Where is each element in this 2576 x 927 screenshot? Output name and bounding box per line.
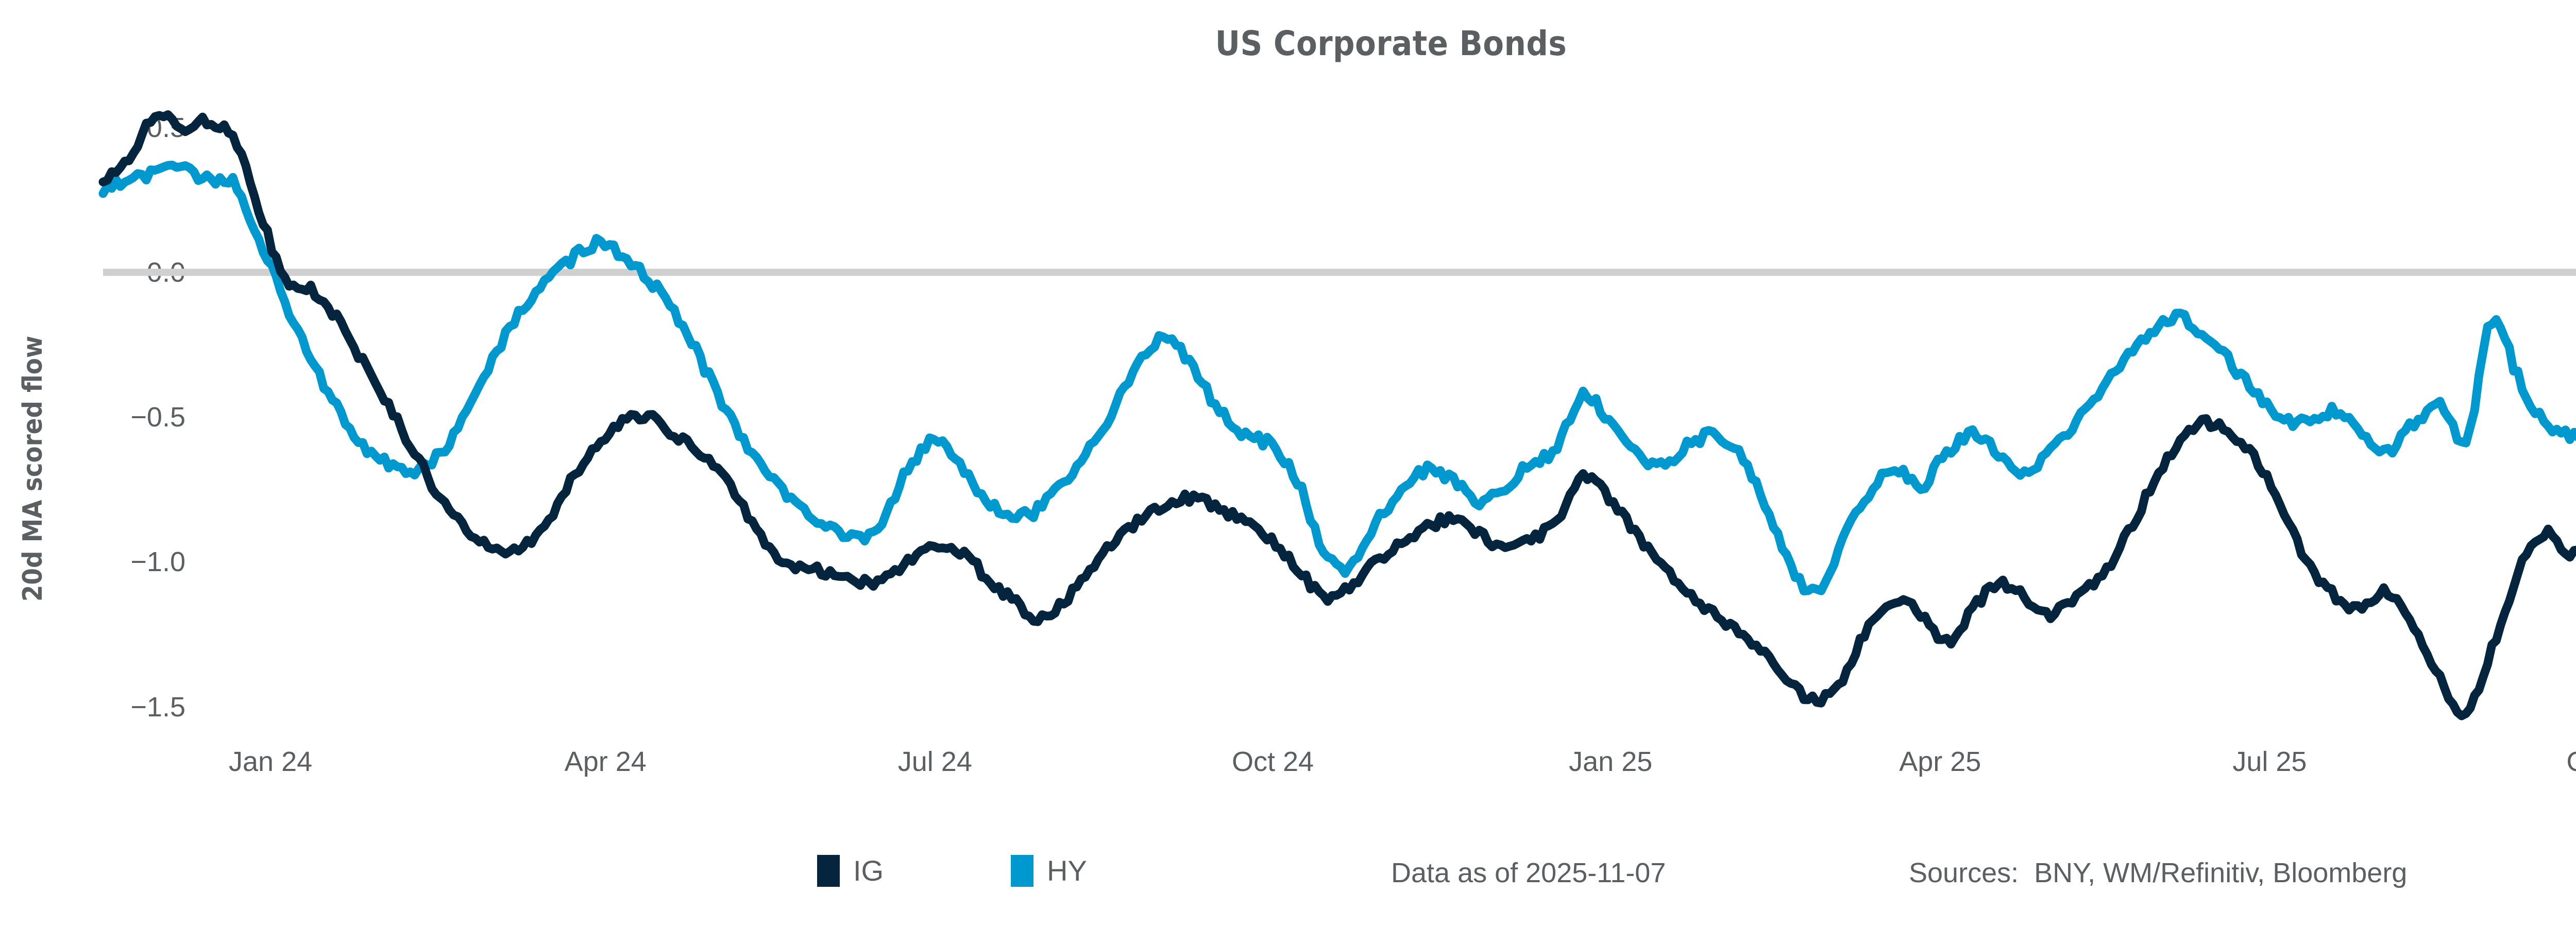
x-axis-tick-7: Oct 25 (2499, 746, 2576, 778)
line-chart-svg (98, 110, 2576, 720)
legend-label-ig: IG (853, 854, 884, 887)
chart-footer: IG HY Data as of 2025-11-07 Sources: BNY… (0, 855, 2576, 912)
y-axis-tick-4: −1.5 (130, 691, 185, 723)
legend-item-ig[interactable]: IG (817, 855, 884, 887)
x-axis-tick-5: Apr 25 (1899, 746, 1981, 777)
y-axis-title: 20d MA scored flow (18, 335, 48, 602)
y-axis-tick-2: −0.5 (130, 402, 185, 433)
x-axis-tick-3: Oct 24 (1231, 746, 1314, 777)
series-line-hy (98, 161, 2576, 596)
sources-note: Sources: BNY, WM/Refinitiv, Bloomberg (1909, 857, 2408, 888)
y-axis-tick-3: −1.0 (130, 546, 185, 578)
legend-swatch-hy (1011, 855, 1033, 887)
x-axis-tick-6: Jul 25 (2232, 746, 2307, 777)
legend-item-hy[interactable]: HY (1011, 855, 1087, 887)
legend-label-hy: HY (1047, 854, 1087, 887)
data-as-of-note: Data as of 2025-11-07 (1391, 857, 1666, 888)
series-line-ig (98, 110, 2576, 720)
plot-area: 20d MA scored flow (0, 93, 2576, 742)
x-axis-tick-2: Jul 24 (897, 746, 972, 777)
x-axis-tick-4: Jan 25 (1569, 746, 1653, 777)
page-title: US Corporate Bonds (1215, 24, 1567, 63)
x-axis-tick-1: Apr 24 (564, 746, 647, 777)
x-axis-tick-0: Jan 24 (229, 746, 313, 777)
legend-swatch-ig (817, 855, 840, 887)
x-axis-tick-labels: Jan 24 Apr 24 Jul 24 Oct 24 Jan 25 Apr 25 Jul … (0, 746, 2576, 802)
